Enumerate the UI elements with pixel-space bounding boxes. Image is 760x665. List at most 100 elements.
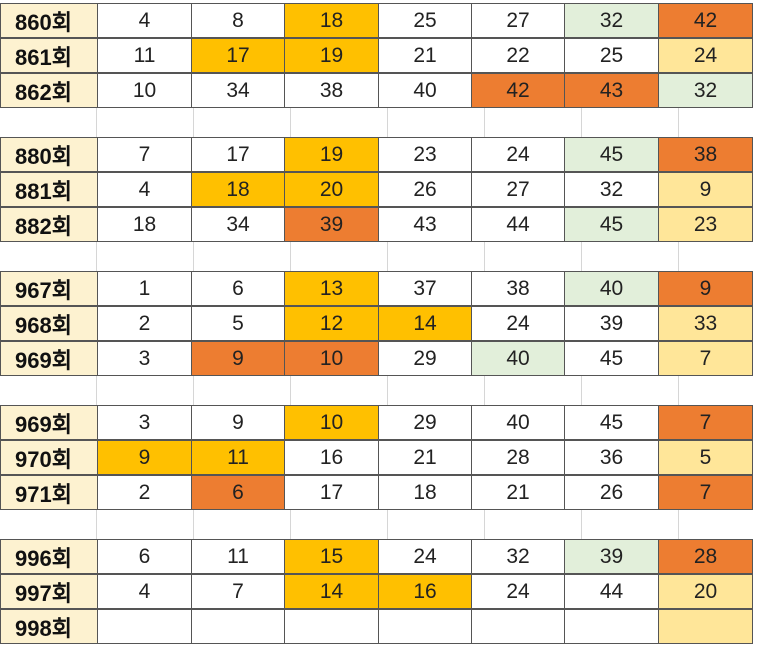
number-cell[interactable]: 11 [191, 539, 285, 574]
number-cell[interactable] [471, 609, 565, 644]
round-label[interactable]: 881회 [0, 172, 98, 207]
number-cell[interactable]: 28 [471, 440, 565, 475]
number-cell[interactable]: 7 [658, 475, 753, 510]
number-cell[interactable]: 42 [471, 73, 565, 108]
number-cell[interactable]: 22 [471, 38, 565, 73]
number-cell[interactable]: 15 [284, 539, 379, 574]
round-label[interactable]: 971회 [0, 475, 98, 510]
number-cell[interactable]: 17 [284, 475, 379, 510]
number-cell[interactable]: 19 [284, 38, 379, 73]
number-cell[interactable]: 5 [191, 306, 285, 341]
round-label[interactable]: 970회 [0, 440, 98, 475]
number-cell[interactable] [564, 609, 659, 644]
number-cell[interactable]: 21 [378, 38, 472, 73]
number-cell[interactable]: 3 [97, 405, 192, 440]
number-cell[interactable]: 20 [284, 172, 379, 207]
round-label[interactable]: 882회 [0, 207, 98, 242]
number-cell[interactable]: 24 [471, 137, 565, 172]
number-cell[interactable]: 9 [658, 271, 753, 306]
round-label[interactable]: 969회 [0, 341, 98, 376]
number-cell[interactable]: 7 [658, 405, 753, 440]
number-cell[interactable]: 34 [191, 207, 285, 242]
number-cell[interactable]: 18 [97, 207, 192, 242]
number-cell[interactable]: 26 [378, 172, 472, 207]
round-label[interactable]: 880회 [0, 137, 98, 172]
number-cell[interactable]: 25 [378, 3, 472, 38]
number-cell[interactable]: 6 [191, 475, 285, 510]
number-cell[interactable]: 6 [97, 539, 192, 574]
number-cell[interactable]: 9 [97, 440, 192, 475]
round-label[interactable]: 996회 [0, 539, 98, 574]
number-cell[interactable]: 24 [471, 574, 565, 609]
number-cell[interactable]: 21 [471, 475, 565, 510]
number-cell[interactable]: 24 [378, 539, 472, 574]
number-cell[interactable]: 39 [284, 207, 379, 242]
number-cell[interactable]: 4 [97, 172, 192, 207]
number-cell[interactable] [378, 609, 472, 644]
round-label[interactable]: 861회 [0, 38, 98, 73]
number-cell[interactable]: 39 [564, 539, 659, 574]
number-cell[interactable]: 26 [564, 475, 659, 510]
number-cell[interactable]: 7 [97, 137, 192, 172]
number-cell[interactable]: 14 [378, 306, 472, 341]
number-cell[interactable]: 5 [658, 440, 753, 475]
number-cell[interactable]: 45 [564, 341, 659, 376]
number-cell[interactable]: 25 [564, 38, 659, 73]
number-cell[interactable]: 23 [378, 137, 472, 172]
number-cell[interactable]: 14 [284, 574, 379, 609]
number-cell[interactable]: 29 [378, 341, 472, 376]
number-cell[interactable]: 7 [658, 341, 753, 376]
number-cell[interactable]: 29 [378, 405, 472, 440]
number-cell[interactable]: 7 [191, 574, 285, 609]
number-cell[interactable]: 9 [191, 405, 285, 440]
round-label[interactable]: 862회 [0, 73, 98, 108]
number-cell[interactable]: 17 [191, 38, 285, 73]
number-cell[interactable]: 44 [564, 574, 659, 609]
number-cell[interactable]: 40 [378, 73, 472, 108]
number-cell[interactable]: 44 [471, 207, 565, 242]
number-cell[interactable]: 27 [471, 172, 565, 207]
number-cell[interactable]: 12 [284, 306, 379, 341]
number-cell[interactable]: 39 [564, 306, 659, 341]
number-cell[interactable]: 3 [97, 341, 192, 376]
number-cell[interactable]: 40 [564, 271, 659, 306]
number-cell[interactable]: 24 [471, 306, 565, 341]
number-cell[interactable]: 18 [284, 3, 379, 38]
round-label[interactable]: 968회 [0, 306, 98, 341]
number-cell[interactable]: 36 [564, 440, 659, 475]
round-label[interactable]: 860회 [0, 3, 98, 38]
number-cell[interactable]: 42 [658, 3, 753, 38]
number-cell[interactable]: 32 [658, 73, 753, 108]
number-cell[interactable] [284, 609, 379, 644]
number-cell[interactable] [191, 609, 285, 644]
number-cell[interactable]: 28 [658, 539, 753, 574]
number-cell[interactable]: 10 [284, 405, 379, 440]
number-cell[interactable]: 43 [378, 207, 472, 242]
number-cell[interactable]: 20 [658, 574, 753, 609]
number-cell[interactable]: 9 [658, 172, 753, 207]
number-cell[interactable]: 1 [97, 271, 192, 306]
round-label[interactable]: 997회 [0, 574, 98, 609]
number-cell[interactable]: 40 [471, 341, 565, 376]
number-cell[interactable]: 16 [378, 574, 472, 609]
round-label[interactable]: 969회 [0, 405, 98, 440]
number-cell[interactable]: 38 [284, 73, 379, 108]
number-cell[interactable]: 45 [564, 405, 659, 440]
number-cell[interactable]: 27 [471, 3, 565, 38]
number-cell[interactable]: 23 [658, 207, 753, 242]
number-cell[interactable]: 40 [471, 405, 565, 440]
number-cell[interactable]: 32 [564, 172, 659, 207]
number-cell[interactable]: 11 [191, 440, 285, 475]
number-cell[interactable]: 43 [564, 73, 659, 108]
round-label[interactable]: 998회 [0, 609, 98, 644]
number-cell[interactable]: 4 [97, 574, 192, 609]
number-cell[interactable]: 33 [658, 306, 753, 341]
number-cell[interactable]: 2 [97, 306, 192, 341]
number-cell[interactable]: 19 [284, 137, 379, 172]
number-cell[interactable]: 18 [191, 172, 285, 207]
number-cell[interactable]: 38 [471, 271, 565, 306]
number-cell[interactable]: 38 [658, 137, 753, 172]
number-cell[interactable]: 32 [564, 3, 659, 38]
number-cell[interactable]: 6 [191, 271, 285, 306]
number-cell[interactable]: 24 [658, 38, 753, 73]
